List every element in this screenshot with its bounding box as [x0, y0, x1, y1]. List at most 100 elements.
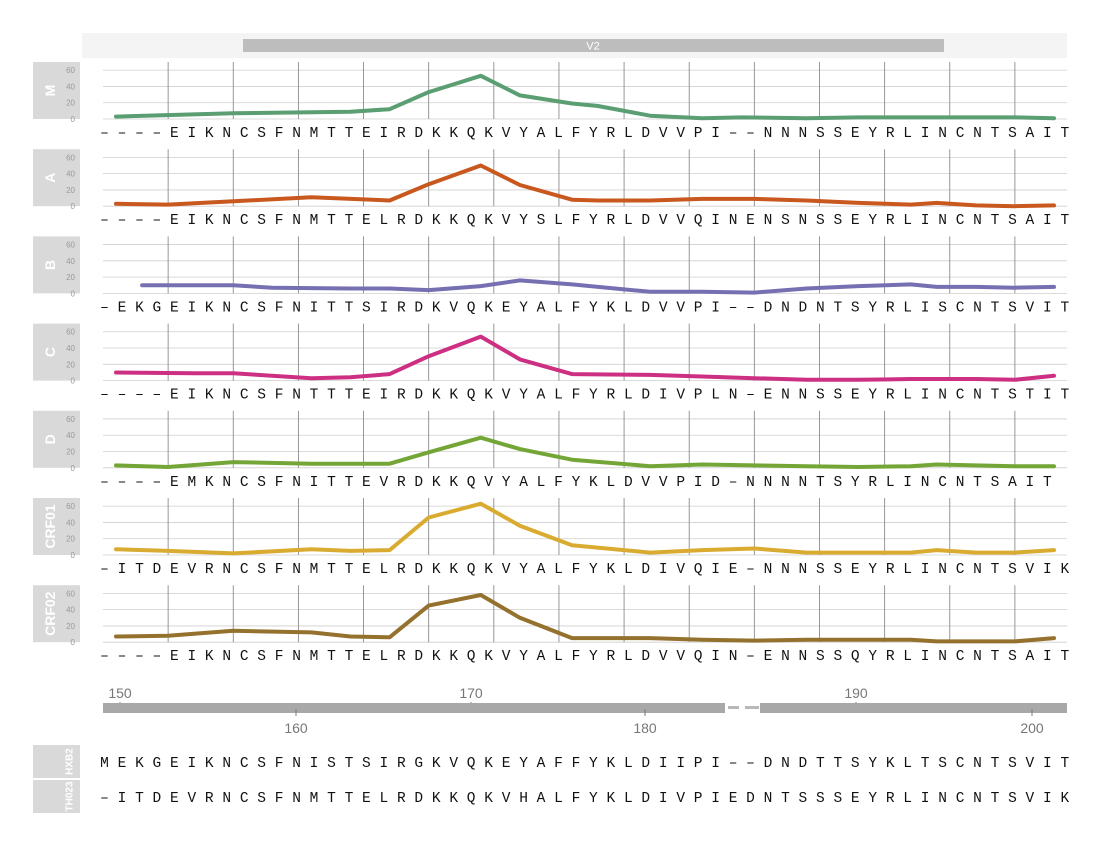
sequence-residue: N [781, 300, 790, 316]
sequence-residue: N [292, 300, 301, 316]
sequence-residue: S [257, 475, 266, 491]
sequence-residue: L [903, 213, 912, 229]
sequence-residue: I [694, 475, 703, 491]
sequence-residue: R [397, 649, 406, 665]
sequence-residue: L [537, 475, 546, 491]
sequence-residue: E [170, 126, 179, 142]
sequence-residue: – [729, 475, 738, 491]
reference-residue: G [153, 756, 162, 772]
sequence-residue: K [205, 475, 214, 491]
sequence-residue: A [537, 300, 546, 316]
reference-residue: A [537, 756, 546, 772]
sequence-residue: S [816, 126, 825, 142]
reference-residue: P [694, 756, 703, 772]
reference-residue: S [257, 791, 266, 807]
reference-residue: K [449, 791, 458, 807]
sequence-residue: T [135, 562, 144, 578]
reference-residue: K [484, 756, 493, 772]
sequence-residue: N [222, 126, 231, 142]
sequence-residue: – [746, 388, 755, 404]
sequence-residue: T [1026, 388, 1035, 404]
sequence-residue: E [362, 475, 371, 491]
sequence-residue: I [921, 649, 930, 665]
sequence-residue: Y [589, 649, 598, 665]
sequence-residue: N [938, 562, 947, 578]
reference-residue: R [397, 791, 406, 807]
sequence-residue: R [397, 388, 406, 404]
sequence-residue: E [362, 649, 371, 665]
reference-residue: C [240, 756, 249, 772]
series-line-d [116, 438, 1054, 467]
sequence-residue: D [153, 562, 162, 578]
sequence-residue: T [1060, 300, 1069, 316]
sequence-residue: M [310, 213, 319, 229]
reference-residue: D [799, 756, 808, 772]
sequence-residue: I [187, 300, 196, 316]
y-tick-label: 60 [66, 415, 75, 424]
sequence-residue: F [572, 649, 581, 665]
sequence-residue: I [380, 300, 389, 316]
y-tick-label: 40 [66, 82, 75, 91]
sequence-residue: S [257, 562, 266, 578]
sequence-residue: R [397, 213, 406, 229]
sequence-residue: Y [519, 649, 528, 665]
sequence-residue: I [921, 388, 930, 404]
reference-residue: F [554, 756, 563, 772]
sequence-residue: F [572, 126, 581, 142]
sequence-residue: V [502, 388, 511, 404]
reference-residue: I [711, 756, 720, 772]
position-bar-gap [728, 706, 739, 709]
sequence-residue: S [1008, 213, 1017, 229]
reference-residue: N [222, 756, 231, 772]
sequence-residue: E [362, 562, 371, 578]
sequence-residue: D [414, 300, 423, 316]
reference-residue: C [240, 791, 249, 807]
sequence-residue: F [275, 388, 284, 404]
sequence-residue: I [187, 213, 196, 229]
reference-residue: K [432, 791, 441, 807]
sequence-residue: C [240, 213, 249, 229]
sequence-residue: I [711, 126, 720, 142]
sequence-residue: S [833, 475, 842, 491]
sequence-residue: D [641, 388, 650, 404]
sequence-residue: I [903, 475, 912, 491]
reference-residue: I [659, 791, 668, 807]
sequence-residue: – [118, 126, 127, 142]
sequence-residue: L [554, 213, 563, 229]
sequence-residue: Q [467, 126, 476, 142]
sequence-residue: N [764, 126, 773, 142]
reference-residue: K [886, 756, 895, 772]
sequence-residue: V [676, 562, 685, 578]
reference-residue: V [1026, 791, 1035, 807]
sequence-residue: E [170, 562, 179, 578]
sequence-residue: – [100, 649, 109, 665]
sequence-residue: K [432, 562, 441, 578]
reference-residue: L [624, 791, 633, 807]
sequence-residue: I [187, 126, 196, 142]
y-tick-label: 60 [66, 241, 75, 250]
sequence-residue: F [275, 475, 284, 491]
sequence-residue: V [1026, 562, 1035, 578]
sequence-residue: N [729, 388, 738, 404]
reference-residue: I [310, 756, 319, 772]
sequence-residue: E [764, 388, 773, 404]
reference-residue: F [275, 756, 284, 772]
sequence-residue: S [1008, 300, 1017, 316]
reference-residue: – [746, 756, 755, 772]
sequence-residue: T [833, 300, 842, 316]
sequence-residue: C [240, 388, 249, 404]
sequence-residue: M [310, 562, 319, 578]
sequence-residue: A [537, 126, 546, 142]
sequence-residue: R [868, 475, 877, 491]
reference-residue: N [973, 756, 982, 772]
sequence-residue: I [659, 388, 668, 404]
sequence-residue: – [153, 126, 162, 142]
reference-residue: K [1060, 791, 1069, 807]
sequence-residue: N [292, 649, 301, 665]
sequence-residue: A [1008, 475, 1017, 491]
reference-residue: I [659, 756, 668, 772]
sequence-residue: Y [519, 213, 528, 229]
